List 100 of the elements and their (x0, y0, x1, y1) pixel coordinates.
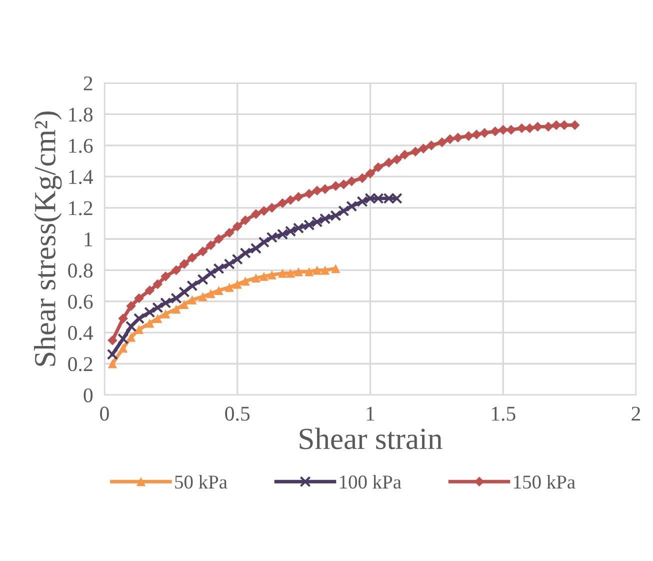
point (172, 304, 181, 314)
x-tick-label: 1 (366, 406, 374, 421)
point (171, 265, 182, 276)
point (278, 198, 288, 208)
point (304, 267, 314, 276)
point (267, 270, 276, 280)
point (160, 297, 172, 308)
point (294, 267, 304, 276)
y-tick-label: 0.4 (68, 326, 94, 340)
y-tick-label: 1.6 (69, 138, 93, 153)
point (384, 158, 394, 168)
point (480, 128, 490, 138)
point (126, 320, 137, 332)
point (373, 162, 384, 172)
point (259, 272, 268, 281)
point (346, 200, 358, 212)
point (320, 266, 330, 275)
point (490, 126, 500, 136)
point (224, 228, 234, 238)
y-tick-label: 0.2 (68, 357, 92, 372)
point (559, 120, 570, 130)
point (532, 122, 543, 132)
point (118, 314, 128, 324)
point (258, 236, 270, 248)
point (134, 293, 144, 304)
point (170, 292, 182, 304)
point (178, 286, 190, 298)
point (187, 252, 198, 263)
point (214, 234, 224, 244)
point (365, 168, 376, 178)
point (286, 268, 296, 278)
point (331, 264, 340, 274)
y-tick-label: 1 (84, 232, 92, 246)
point (108, 335, 118, 346)
x-tick-label: 0 (100, 406, 109, 421)
point (186, 280, 198, 292)
y-tick-label: 0 (84, 388, 93, 402)
point (240, 215, 250, 226)
y-tick-label: 0.8 (68, 264, 93, 278)
point (426, 140, 436, 150)
point (445, 134, 455, 144)
point (294, 192, 304, 202)
point (251, 273, 260, 282)
point (144, 286, 155, 296)
point (126, 301, 136, 311)
point (392, 154, 402, 164)
point (179, 259, 190, 269)
point (197, 274, 208, 286)
point (224, 258, 235, 270)
point (180, 300, 189, 310)
point (453, 132, 463, 143)
point (304, 188, 314, 199)
point (472, 130, 482, 140)
point (250, 242, 262, 254)
point (312, 266, 322, 275)
point (240, 276, 250, 286)
point (144, 306, 156, 318)
x-tick-label: 1.5 (492, 406, 516, 421)
point (437, 137, 447, 148)
x-axis-title: Shear strain (300, 428, 442, 450)
y-axis-title: Shear stress(Kg/cm²) (34, 111, 62, 366)
y-tick-label: 0.6 (68, 294, 93, 309)
point (346, 176, 357, 186)
point (161, 309, 170, 318)
y-tick-label: 1.2 (69, 201, 92, 216)
point (232, 254, 243, 265)
point (232, 280, 242, 289)
y-tick-label: 1.8 (69, 108, 93, 122)
point (312, 186, 322, 196)
point (464, 131, 474, 141)
point (106, 348, 118, 360)
y-tick-label: 1.4 (69, 170, 94, 184)
point (418, 144, 428, 154)
point (338, 179, 349, 190)
point (198, 246, 208, 256)
point (188, 295, 197, 304)
point (152, 279, 163, 290)
point (206, 240, 216, 250)
point (133, 312, 145, 324)
point (240, 247, 251, 259)
point (278, 268, 288, 278)
point (160, 272, 171, 282)
point (330, 181, 341, 191)
point (198, 292, 208, 302)
point (118, 333, 129, 344)
point (205, 268, 216, 279)
legend-label: 150 kPa (514, 474, 576, 489)
point (506, 124, 516, 135)
point (232, 222, 242, 232)
point (410, 146, 420, 157)
point (152, 302, 164, 314)
point (153, 314, 162, 324)
point (118, 344, 128, 353)
point (320, 184, 330, 194)
legend-label: 50 kPa (175, 474, 228, 489)
point (108, 359, 117, 368)
y-tick-label: 2 (84, 76, 92, 90)
point (214, 286, 224, 295)
x-tick-label: 2 (632, 406, 640, 421)
point (259, 206, 269, 216)
